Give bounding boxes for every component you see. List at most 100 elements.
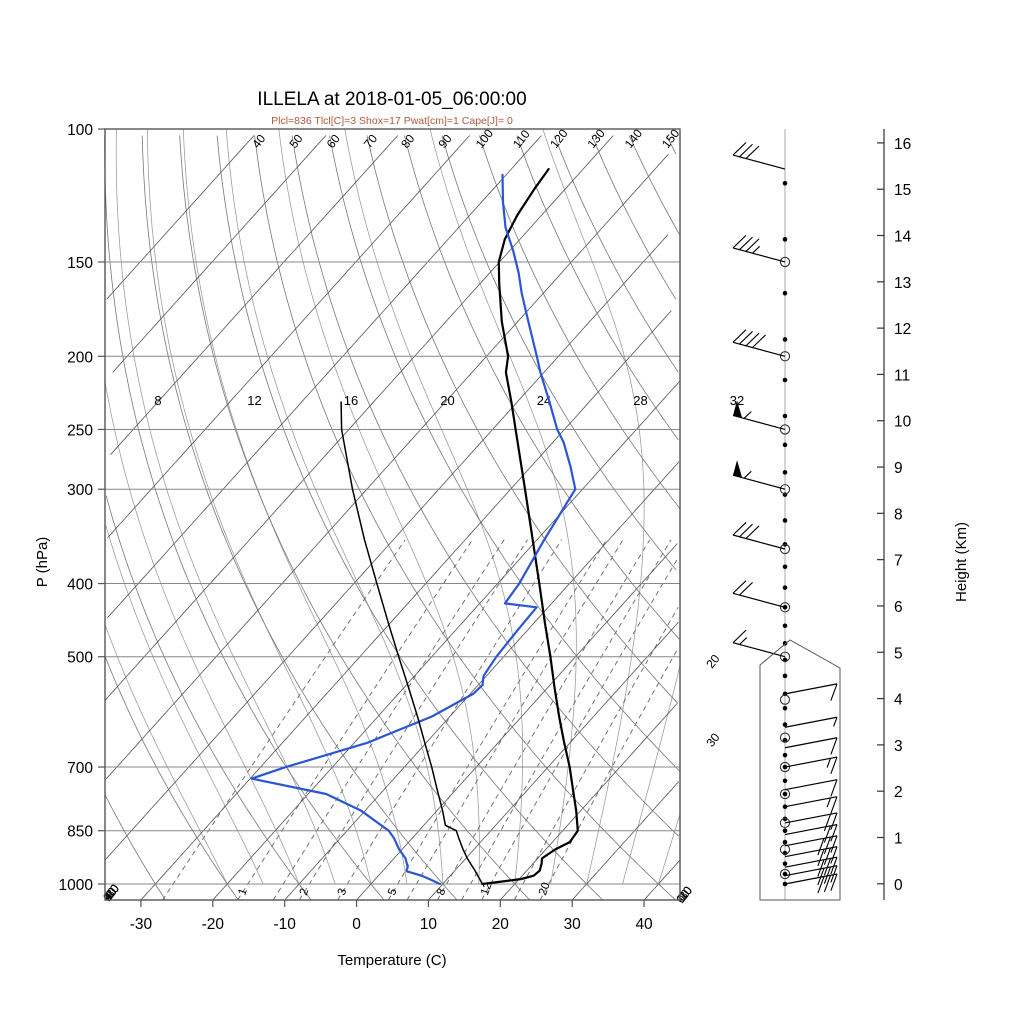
grid-label: 1: [236, 887, 249, 897]
wind-level-marker-open: [779, 602, 791, 613]
wind-level-marker-open: [779, 424, 791, 435]
wind-level-marker: [782, 623, 788, 629]
grid-label: 3: [336, 887, 349, 897]
height-tick-label: 14: [894, 229, 912, 246]
wind-barb: [732, 400, 786, 431]
wind-barb: [784, 683, 838, 701]
wind-level-marker-open: [779, 694, 791, 705]
wind-level-marker: [782, 778, 788, 784]
height-tick-label: 11: [894, 367, 910, 384]
grid-label: 20: [440, 393, 454, 408]
wind-level-marker: [782, 564, 788, 570]
wind-level-marker: [782, 839, 788, 845]
height-tick-label: 1: [894, 830, 903, 847]
wind-envelope: [759, 639, 841, 901]
plot-frame: [104, 128, 681, 901]
grid-label: 16: [344, 393, 358, 408]
wind-barb: [784, 873, 838, 894]
grid-label: 12: [247, 393, 261, 408]
height-tick-label: 6: [894, 599, 903, 616]
x-tick-label: 30: [564, 916, 582, 933]
wind-level-marker: [782, 470, 788, 475]
wind-level-marker: [782, 585, 788, 590]
wind-level-marker: [782, 752, 788, 758]
height-tick-label: 13: [894, 275, 911, 292]
grid-label: 5: [386, 887, 399, 897]
wind-level-marker: [782, 413, 788, 419]
wind-level-marker: [782, 705, 788, 711]
pressure-tick-label: 150: [67, 255, 93, 272]
wind-barb: [732, 580, 786, 608]
height-tick-label: 16: [894, 136, 911, 153]
height-tick-label: 10: [894, 414, 912, 431]
temperature-axis: -30 -20 -10 0 10 20 30 40: [130, 900, 653, 933]
wind-level-marker-open: [779, 651, 791, 662]
wind-level-marker-open: [779, 868, 791, 880]
height-tick-label: 4: [894, 692, 903, 709]
pressure-tick-label: 1000: [59, 877, 94, 894]
wind-barb: [784, 835, 838, 856]
curve-temperature: [481, 168, 579, 886]
wind-barb: [732, 329, 786, 357]
wind-level-marker: [782, 518, 788, 523]
grid-label: 20: [537, 881, 553, 897]
wind-barb: [732, 522, 786, 550]
height-tick-label: 0: [894, 877, 903, 894]
y-axis-label: P (hPa): [34, 537, 51, 588]
wind-level-marker: [782, 737, 788, 743]
x-tick-label: -10: [273, 916, 296, 933]
wind-level-marker: [782, 377, 788, 383]
wind-barb: [732, 629, 786, 658]
wind-level-marker: [782, 442, 788, 448]
curve-parcel: [340, 401, 484, 885]
pressure-axis: 100 150 200 250 300 400 500 700 850 1000: [59, 122, 105, 894]
wind-level-marker: [782, 337, 788, 342]
x-tick-label: -30: [130, 916, 153, 933]
height-tick-label: 8: [894, 506, 903, 523]
wind-barb: [732, 460, 786, 490]
pressure-tick-label: 100: [67, 122, 93, 139]
pressure-tick-label: 700: [67, 760, 93, 777]
wind-barb: [784, 812, 838, 832]
pressure-tick-label: 400: [67, 577, 93, 594]
grid-label: 32: [730, 393, 744, 408]
x-tick-label: -20: [202, 916, 225, 933]
height-tick-label: 3: [894, 738, 903, 755]
pressure-tick-label: 250: [67, 422, 93, 439]
wind-level-marker-open: [779, 351, 791, 362]
wind-level-marker-open: [779, 543, 791, 555]
grid-label: 2: [298, 887, 311, 897]
wind-level-marker: [782, 861, 788, 867]
x-tick-label: 20: [492, 916, 510, 933]
wind-level-marker: [782, 673, 788, 679]
pressure-tick-label: 500: [67, 650, 93, 667]
height-tick-label: 2: [894, 784, 903, 801]
wind-level-marker: [782, 816, 788, 822]
wind-barb-panel: [732, 129, 841, 901]
wind-level-marker-open: [779, 817, 791, 829]
wind-level-marker: [782, 828, 788, 834]
grid-line-labels: 40 50 60 70 80 90 100 110 120 130 140 150403020100-…: [100, 126, 744, 906]
height-tick-label: 12: [894, 321, 911, 338]
page-title: ILLELA at 2018-01-05_06:00:00: [257, 89, 526, 110]
wind-barb: [784, 779, 838, 797]
pressure-tick-label: 300: [67, 482, 93, 499]
diagnostics-subtitle: Plcl=836 Tlcl[C]=3 Shox=17 Pwat[cm]=1 Ca…: [271, 115, 513, 127]
height-tick-label: 9: [894, 460, 903, 477]
height-tick-label: 5: [894, 645, 903, 662]
x-tick-label: 10: [420, 916, 438, 933]
wind-level-marker-open: [779, 844, 791, 855]
curve-dewpoint: [250, 173, 577, 886]
wind-level-marker: [782, 791, 788, 797]
wind-barb: [732, 234, 786, 263]
pressure-tick-label: 200: [67, 349, 93, 366]
wind-level-marker-open: [779, 732, 791, 743]
wind-barb: [784, 716, 838, 728]
grid-label: 8: [435, 887, 448, 897]
wind-level-marker-open: [779, 761, 791, 773]
wind-barb: [784, 737, 838, 755]
wind-barb: [784, 823, 838, 843]
